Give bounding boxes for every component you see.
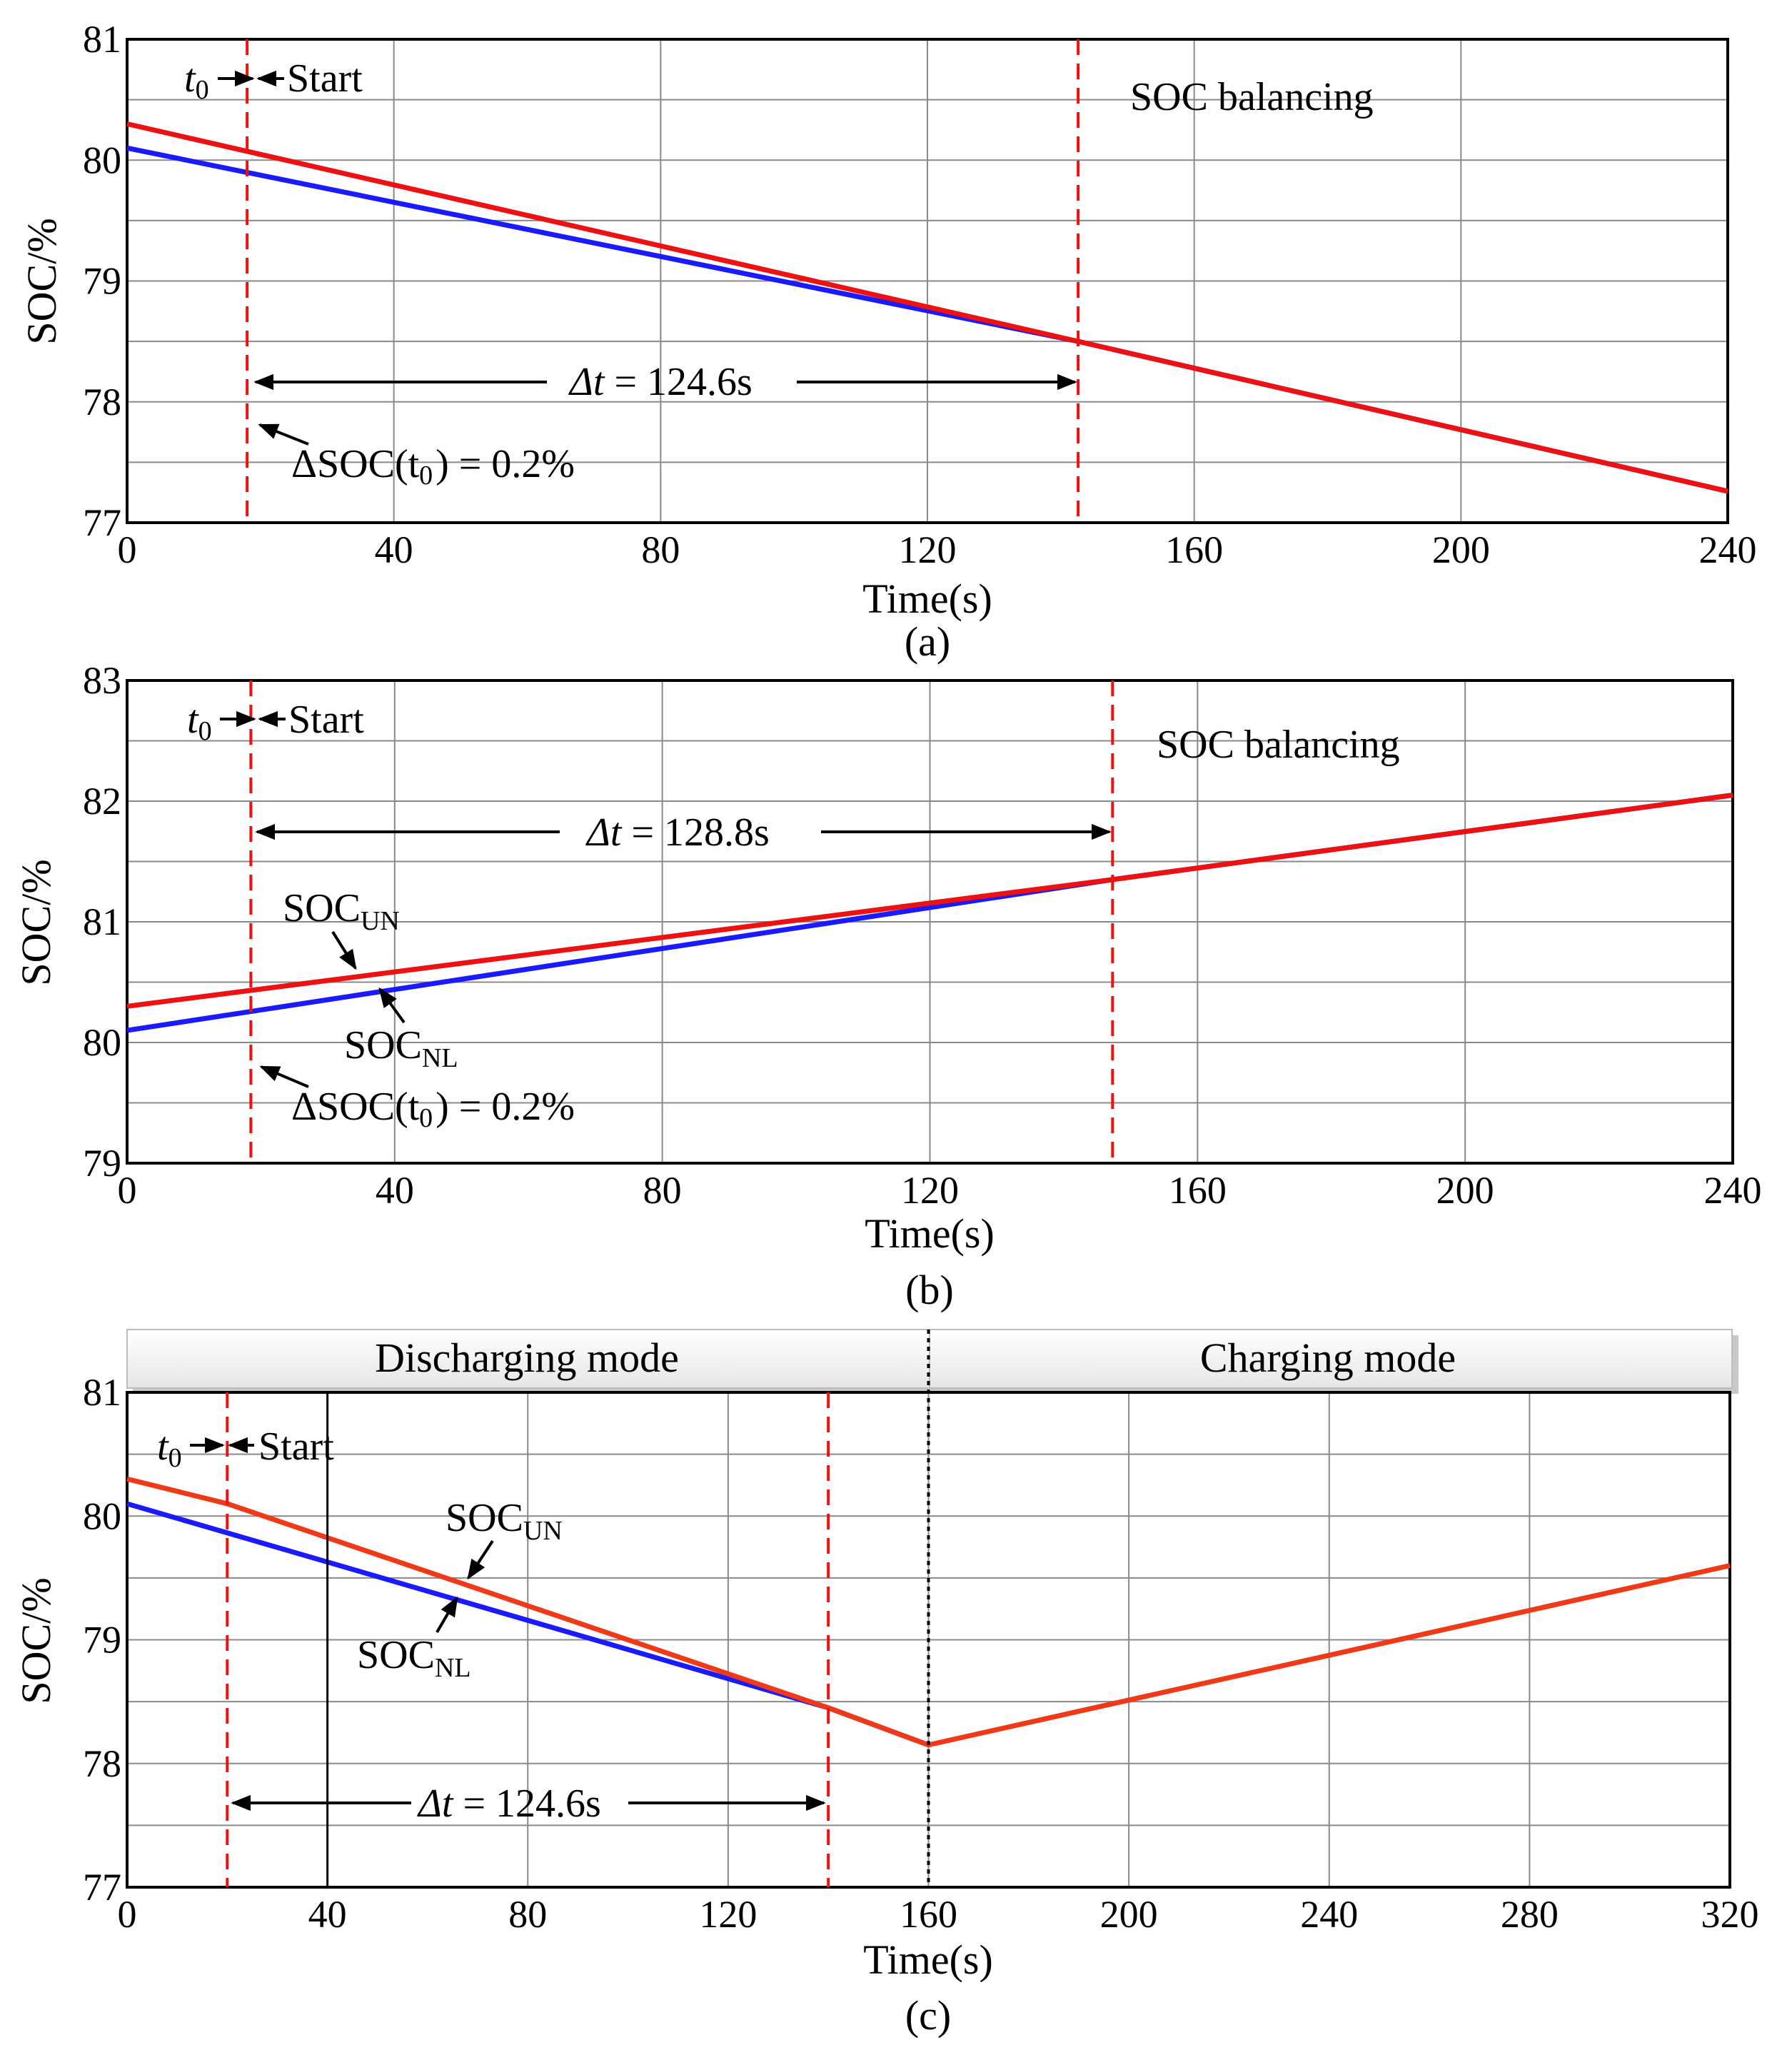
panel-b-ticks: 0 40 80 120 160 200 240 79 80 81 82 83	[83, 659, 1762, 1212]
panel-b-vlines	[249, 680, 1114, 1163]
panel-a-dsoc-label: ΔSOC(t0) = 0.2%	[291, 442, 575, 491]
panel-c-caption: (c)	[905, 1992, 951, 2039]
y-tick-label: 81	[83, 18, 121, 61]
x-tick-label: 280	[1501, 1893, 1559, 1936]
x-tick-label: 240	[1699, 528, 1757, 571]
x-tick-label: 120	[901, 1169, 959, 1212]
panel-c-dt-label: Δt = 124.6s	[417, 1782, 601, 1826]
x-tick-label: 160	[1165, 528, 1223, 571]
panel-b-t0-label: t0	[187, 698, 212, 746]
x-tick-label: 320	[1701, 1893, 1759, 1936]
x-tick-label: 80	[641, 528, 680, 571]
x-tick-label: 40	[376, 1169, 414, 1212]
panel-c-ylabel: SOC/%	[13, 1577, 59, 1704]
y-tick-label: 81	[83, 1371, 121, 1414]
panel-b-frame	[126, 679, 1734, 1165]
panel-b: 0 40 80 120 160 200 240 79 80 81 82 83 Time(s) SOC/…	[13, 659, 1762, 1313]
x-tick-label: 80	[508, 1893, 547, 1936]
panel-b-balancing-label: SOC balancing	[1157, 723, 1400, 767]
panel-c-xlabel: Time(s)	[863, 1936, 993, 1983]
panel-a: 0 40 80 120 160 200 240 77 78 79 80 81 Time(s) SOC/…	[19, 18, 1757, 665]
panel-a-start-label: Start	[287, 56, 363, 101]
panel-b-start-label: Start	[288, 698, 364, 742]
y-tick-label: 83	[83, 659, 121, 702]
x-tick-label: 160	[1169, 1169, 1227, 1212]
x-tick-label: 200	[1432, 528, 1490, 571]
panel-b-xlabel: Time(s)	[865, 1210, 995, 1257]
x-tick-label: 80	[643, 1169, 682, 1212]
panel-b-socnl-arrow	[378, 987, 406, 1024]
x-tick-label: 0	[118, 528, 137, 571]
panel-b-socun-label: SOCUN	[283, 886, 400, 936]
panel-b-dsoc-arrow	[259, 1065, 309, 1088]
panel-a-xlabel: Time(s)	[862, 576, 992, 622]
charging-banner	[929, 1329, 1733, 1389]
panel-b-socun-arrow	[331, 930, 357, 970]
x-tick-label: 240	[1704, 1169, 1762, 1212]
panel-a-dt-label: Δt = 124.6s	[568, 360, 752, 404]
y-tick-label: 81	[83, 900, 121, 943]
panel-c-series	[126, 1476, 1731, 1748]
panel-a-dsoc-arrow	[258, 423, 309, 446]
panel-c-ticks: 0 40 80 120 160 200 240 280 320 77 78 79 80 81	[83, 1371, 1759, 1936]
panel-a-ticks: 0 40 80 120 160 200 240 77 78 79 80 81	[83, 18, 1757, 571]
panel-a-ylabel: SOC/%	[19, 218, 65, 344]
y-tick-label: 80	[83, 1021, 121, 1064]
y-tick-label: 80	[83, 1494, 121, 1537]
panel-a-balancing-label: SOC balancing	[1130, 75, 1374, 119]
y-tick-label: 80	[83, 139, 121, 181]
series-line-soc-un	[126, 1476, 1731, 1748]
panel-b-caption: (b)	[905, 1267, 954, 1313]
panel-b-dsoc-label: ΔSOC(t0) = 0.2%	[291, 1085, 575, 1133]
y-tick-label: 78	[83, 381, 121, 423]
panel-a-vlines	[246, 39, 1080, 523]
panel-c-socnl-arrow	[436, 1596, 458, 1634]
y-tick-label: 82	[83, 780, 121, 823]
x-tick-label: 40	[308, 1893, 347, 1936]
x-tick-label: 200	[1100, 1893, 1158, 1936]
panel-a-caption: (a)	[905, 618, 950, 665]
x-tick-label: 160	[900, 1893, 957, 1936]
panel-c-start-label: Start	[258, 1425, 334, 1469]
panel-b-dt-label: Δt = 128.8s	[585, 810, 770, 855]
y-tick-label: 79	[83, 1619, 121, 1662]
x-tick-label: 40	[375, 528, 413, 571]
y-tick-label: 79	[83, 260, 121, 303]
panel-c: Discharging mode Charging mode 0 40 80 120 1…	[13, 1329, 1759, 2039]
y-tick-label: 79	[83, 1142, 121, 1185]
discharging-label: Discharging mode	[375, 1335, 679, 1381]
panel-b-socnl-label: SOCNL	[344, 1023, 458, 1073]
panel-b-grid	[127, 680, 1733, 1163]
panel-a-frame	[126, 38, 1729, 524]
x-tick-label: 0	[118, 1893, 137, 1936]
x-tick-label: 240	[1300, 1893, 1358, 1936]
y-tick-label: 78	[83, 1742, 121, 1785]
y-tick-label: 77	[83, 501, 121, 544]
panel-c-socnl-label: SOCNL	[357, 1633, 471, 1683]
panel-c-socun-arrow	[467, 1539, 494, 1580]
panel-a-t0-label: t0	[184, 56, 209, 105]
x-tick-label: 200	[1436, 1169, 1494, 1212]
x-tick-label: 120	[699, 1893, 757, 1936]
panel-c-socun-label: SOCUN	[446, 1496, 563, 1546]
panel-c-vlines	[226, 1330, 930, 1887]
panel-c-t0-label: t0	[157, 1425, 182, 1473]
x-tick-label: 120	[899, 528, 957, 571]
charging-label: Charging mode	[1200, 1335, 1456, 1381]
panel-b-ylabel: SOC/%	[13, 859, 59, 985]
x-tick-label: 0	[118, 1169, 137, 1212]
panel-a-grid	[127, 39, 1728, 523]
discharging-banner	[126, 1329, 930, 1389]
panel-c-grid	[127, 1392, 1730, 1887]
y-tick-label: 77	[83, 1866, 121, 1909]
